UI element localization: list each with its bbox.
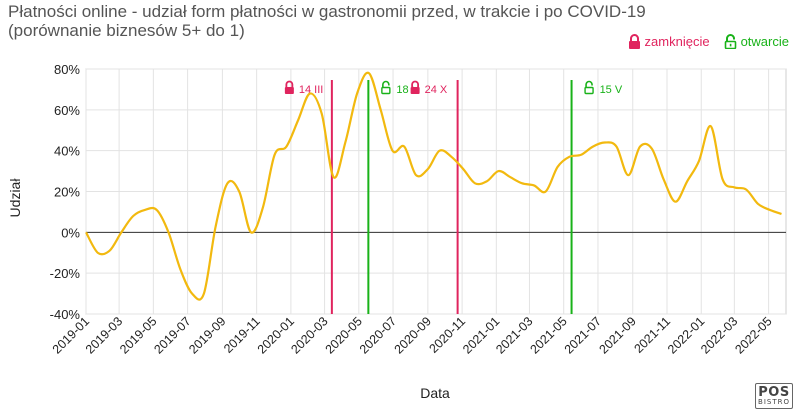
x-tick-label: 2021-09 (597, 314, 639, 356)
x-tick-label: 2020-05 (323, 314, 365, 356)
x-tick-labels: 2019-012019-032019-052019-072019-092019-… (50, 314, 775, 356)
logo-line2: BISTRO (758, 398, 790, 406)
chart-subtitle: (porównanie biznesów 5+ do 1) (8, 21, 245, 40)
x-tick-label: 2021-07 (562, 314, 604, 356)
x-tick-label: 2020-09 (392, 314, 434, 356)
x-tick-label: 2019-09 (186, 314, 228, 356)
closure-marker: 14 III (284, 80, 323, 96)
y-tick-label: 60% (54, 103, 80, 118)
x-tick-label: 2019-07 (151, 314, 193, 356)
y-tick-labels: -40% -20% 0% 20% 40% 60% 80% (50, 62, 81, 322)
open-lock-icon (724, 34, 736, 49)
x-tick-label: 2021-05 (527, 314, 569, 356)
open-lock-body (584, 86, 594, 95)
open-lock-body (381, 86, 391, 95)
chart-title-line1: Płatności online - udział form płatności… (8, 2, 646, 21)
y-tick-label: 0% (61, 225, 80, 240)
y-tick-label: -40% (50, 307, 81, 322)
y-tick-label: -20% (50, 266, 81, 281)
series-line (85, 71, 782, 301)
x-tick-label: 2019-05 (117, 314, 159, 356)
legend-item-open: otwarcie (724, 34, 789, 49)
grid (85, 68, 787, 315)
logo-line1: POS (758, 385, 790, 400)
closure-marker: 24 X (410, 80, 448, 96)
closed-lock-icon (411, 80, 420, 87)
x-tick-label: 2022-03 (698, 314, 740, 356)
x-tick-label: 2021-03 (493, 314, 535, 356)
closed-lock-body (284, 87, 294, 94)
y-tick-label: 40% (54, 144, 80, 159)
event-markers: 14 III 18 V 24 X 15 V (284, 80, 623, 314)
legend-item-close: zamknięcie (628, 34, 710, 49)
closed-lock-icon (285, 80, 294, 87)
closed-lock-icon (628, 34, 640, 49)
event-label: 14 III (299, 84, 323, 96)
x-tick-label: 2019-03 (83, 314, 125, 356)
y-tick-label: 80% (54, 62, 80, 77)
legend: zamknięcie otwarcie (628, 34, 789, 49)
opening-marker: 15 V (584, 80, 623, 96)
posbistro-logo: POS BISTRO (755, 383, 793, 409)
open-lock-icon (585, 80, 593, 87)
y-tick-label: 20% (54, 185, 80, 200)
event-label: 15 V (600, 84, 623, 96)
chart-title: Płatności online - udział form płatności… (8, 2, 646, 40)
x-tick-label: 2020-07 (357, 314, 399, 356)
closed-lock-body (410, 87, 420, 94)
open-lock-icon (382, 80, 390, 87)
legend-open-label: otwarcie (740, 34, 789, 49)
legend-close-label: zamknięcie (644, 34, 710, 49)
x-tick-label: 2022-05 (732, 314, 774, 356)
x-axis-label: Data (420, 385, 450, 401)
x-tick-label: 2020-03 (288, 314, 330, 356)
y-axis-label: Udział (7, 178, 23, 218)
event-label: 24 X (425, 84, 448, 96)
